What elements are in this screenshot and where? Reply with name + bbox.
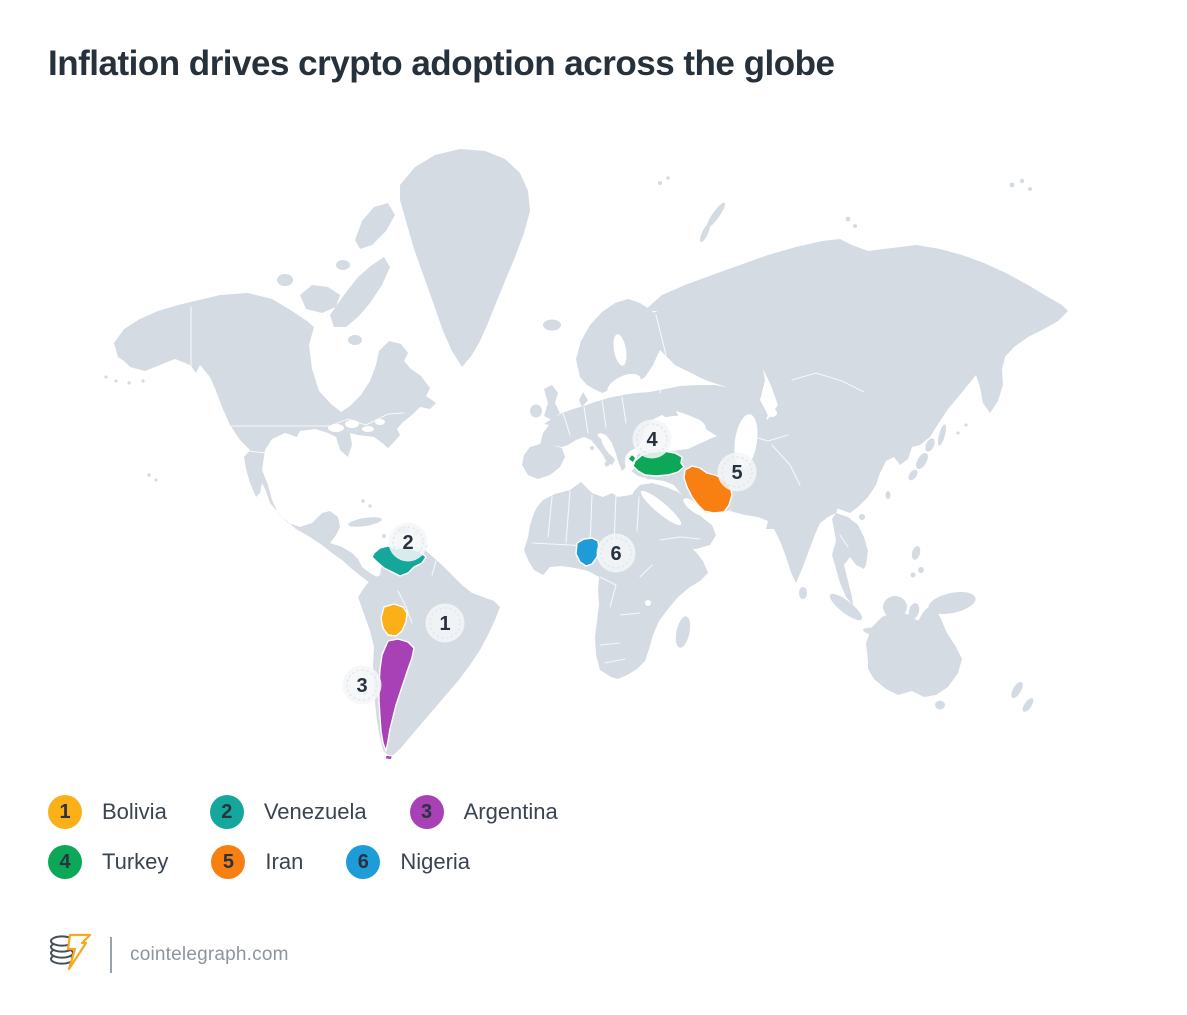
legend-label: Iran	[265, 849, 304, 874]
world-map-svg: 1 2 3 4 5 6	[104, 149, 1068, 761]
legend-label: Bolivia	[102, 799, 167, 824]
legend: 1 Bolivia 2 Venezuela 3 Argentina 4 Turkey 5 Iran…	[48, 795, 601, 879]
country-borders	[190, 306, 865, 664]
footer-site-text: cointelegraph.com	[130, 943, 289, 965]
legend-label: Venezuela	[263, 799, 367, 824]
map-badge-venezuela[interactable]: 2	[388, 522, 428, 562]
continents-layer	[104, 149, 1068, 758]
legend-item-iran[interactable]: 5 Iran	[211, 845, 303, 879]
map-badge-argentina[interactable]: 3	[342, 665, 382, 705]
legend-item-argentina[interactable]: 3 Argentina	[409, 795, 558, 829]
footer-divider	[110, 936, 112, 973]
page-title: Inflation drives crypto adoption across …	[48, 44, 835, 83]
svg-text:2: 2	[402, 532, 413, 554]
legend-label: Argentina	[463, 799, 558, 824]
legend-number-dot: 4	[48, 845, 82, 879]
legend-label: Nigeria	[400, 849, 471, 874]
map-badge-turkey[interactable]: 4	[632, 419, 672, 459]
legend-item-nigeria[interactable]: 6 Nigeria	[346, 845, 470, 879]
legend-label: Turkey	[102, 849, 169, 874]
svg-text:3: 3	[356, 675, 367, 697]
country-turkey[interactable]	[627, 450, 685, 477]
legend-number-dot: 5	[211, 845, 246, 879]
footer: cointelegraph.com	[48, 928, 289, 981]
svg-text:1: 1	[439, 613, 450, 635]
legend-item-bolivia[interactable]: 1 Bolivia	[48, 795, 167, 829]
legend-item-turkey[interactable]: 4 Turkey	[48, 845, 168, 879]
legend-number-dot: 6	[346, 845, 381, 879]
legend-number-dot: 2	[209, 795, 244, 829]
legend-item-venezuela[interactable]: 2 Venezuela	[209, 795, 367, 829]
legend-number-dot: 3	[409, 795, 444, 829]
map-badge-iran[interactable]: 5	[717, 452, 757, 492]
legend-row: 4 Turkey 5 Iran 6 Nigeria	[48, 845, 601, 879]
map-badges: 1 2 3 4 5 6	[342, 419, 757, 705]
world-map: 1 2 3 4 5 6	[100, 145, 1110, 770]
map-badge-nigeria[interactable]: 6	[596, 533, 636, 573]
map-badge-bolivia[interactable]: 1	[425, 603, 465, 643]
svg-text:6: 6	[610, 543, 621, 565]
legend-number-dot: 1	[48, 795, 82, 829]
svg-text:5: 5	[731, 462, 742, 484]
cointelegraph-logo-icon	[48, 928, 94, 981]
legend-row: 1 Bolivia 2 Venezuela 3 Argentina	[48, 795, 601, 829]
svg-text:4: 4	[646, 429, 658, 451]
country-bolivia[interactable]	[380, 603, 408, 637]
